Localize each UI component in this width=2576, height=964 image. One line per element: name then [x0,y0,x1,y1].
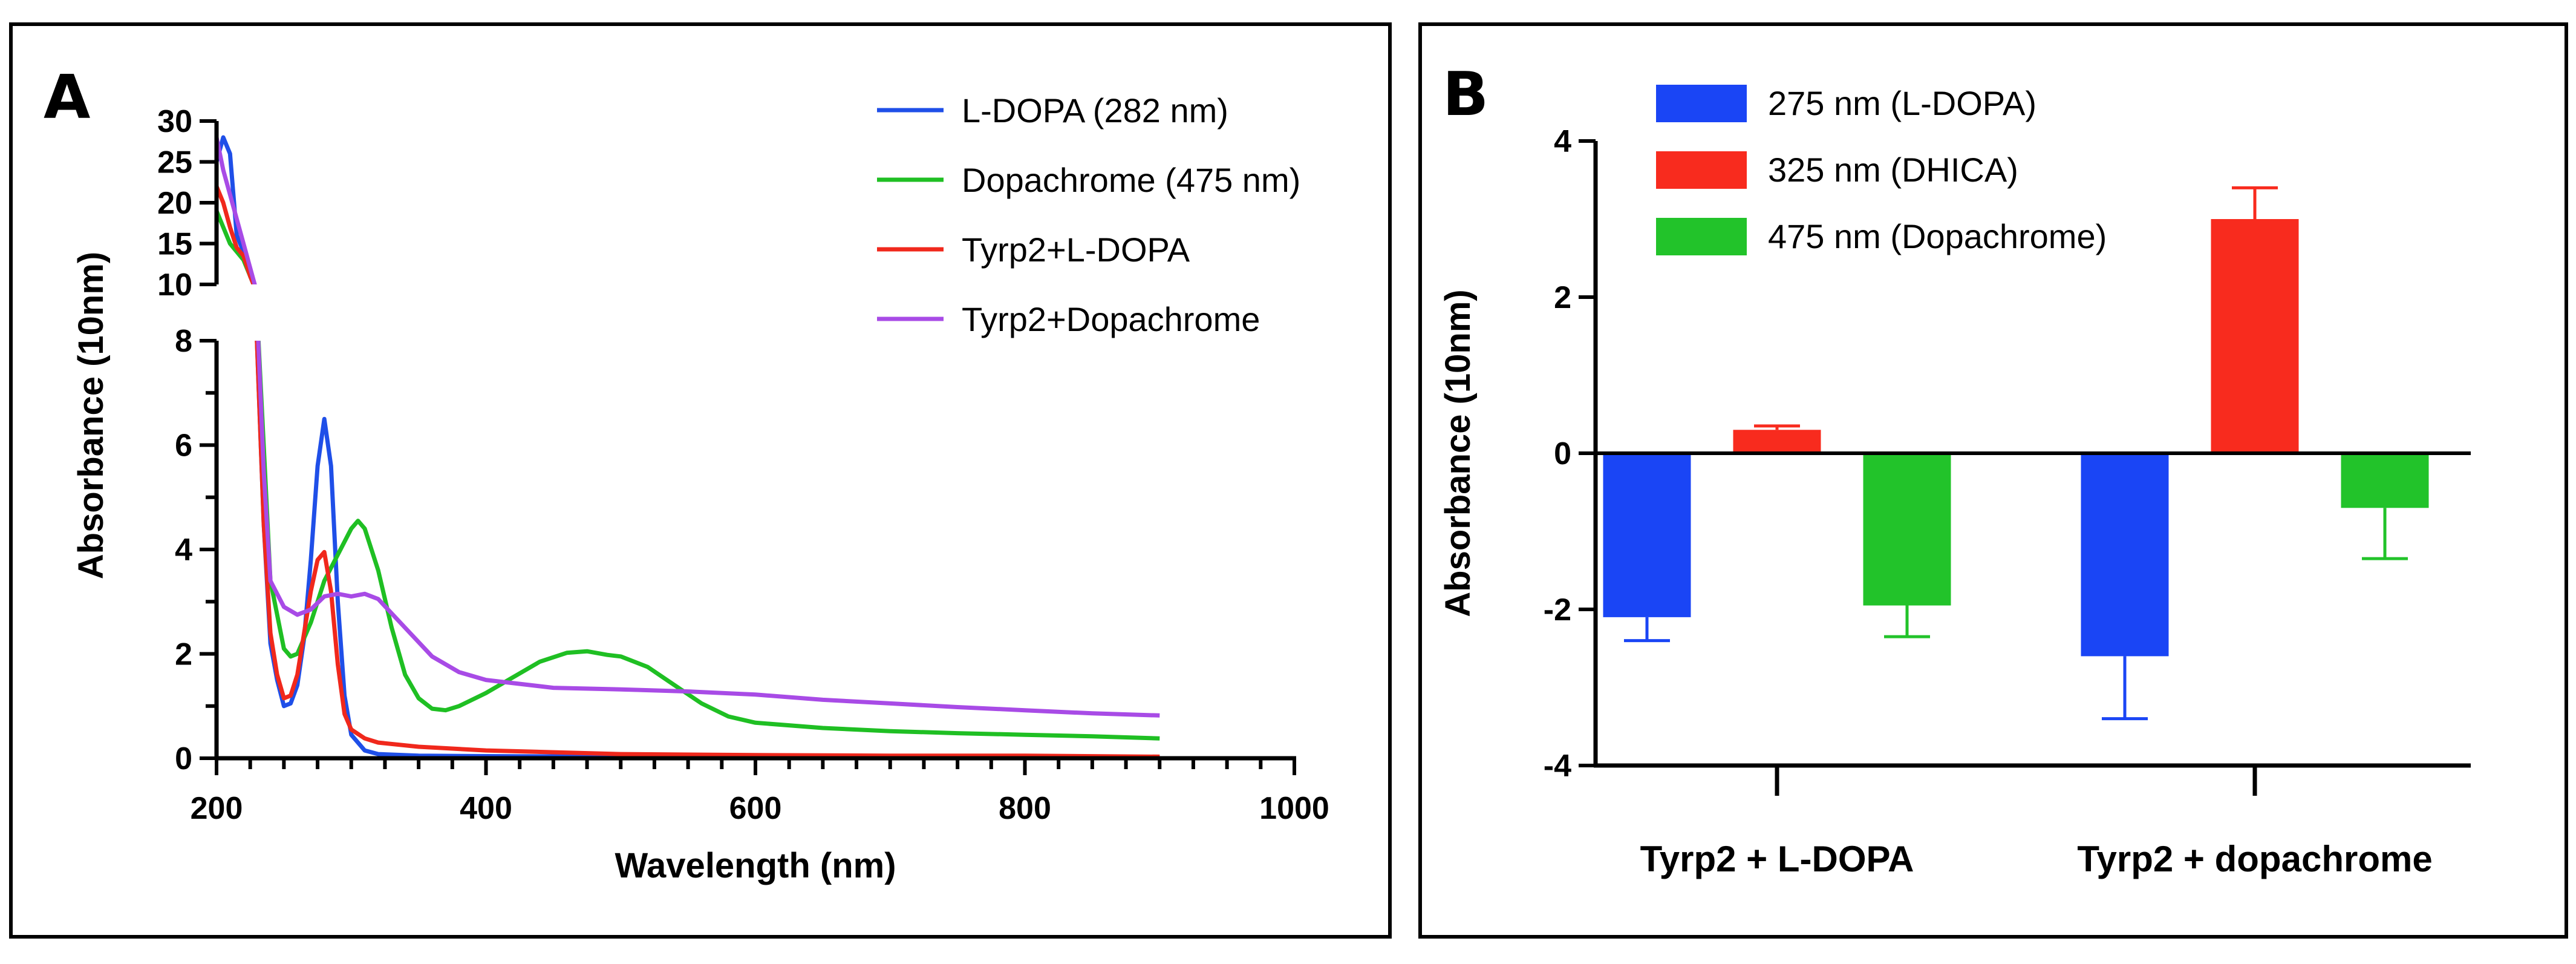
panel-b-frame [1418,22,2568,939]
legend-label-3: 475 nm (Dopachrome) [1768,217,2107,255]
bar-3-group-2 [2341,453,2429,508]
panel-b-axes: -4 -2 0 2 4 Tyrp2 + L-DOPA Tyrp2 + dopachrome [1544,124,2471,879]
y-tick-label-lower: 0 [175,741,192,776]
legend-label-3: Tyrp2+L-DOPA [962,231,1190,269]
panel-a-label: A [44,62,90,133]
y-tick-label: 4 [1554,124,1571,159]
y-tick-label-upper: 25 [157,145,192,180]
y-tick-label-upper: 15 [157,227,192,262]
y-tick-label-lower: 4 [175,533,192,568]
panel-a-frame [9,22,1392,939]
bar-3-group-1 [1863,453,1951,606]
y-tick-label-upper: 10 [157,267,192,303]
x-tick-label: 600 [729,791,782,826]
y-tick-label-lower: 8 [175,324,192,359]
legend-label-4: Tyrp2+Dopachrome [962,300,1260,338]
panel-a-legend: L-DOPA (282 nm) Dopachrome (475 nm) Tyrp2+… [877,91,1300,338]
y-tick-label: 0 [1554,436,1571,471]
panel-a-y-axis-title: Absorbance (10nm) [71,252,111,579]
x-tick-label: 800 [999,791,1051,826]
legend-swatch-3 [1656,218,1747,255]
legend-label-1: L-DOPA (282 nm) [962,91,1228,130]
spectrum-line-4-lower [256,341,1160,718]
x-tick-label: 200 [191,791,243,826]
bar-1-group-1 [1603,453,1691,617]
panel-b-y-axis-title: Absorbance (10nm) [1438,289,1478,617]
y-tick-label: 2 [1554,280,1571,315]
x-tick-label: 1000 [1259,791,1329,826]
panel-a-x-axis-title: Wavelength (nm) [615,846,896,885]
bar-1-group-2 [2081,453,2169,657]
legend-swatch-2 [1656,151,1747,189]
legend-label-1: 275 nm (L-DOPA) [1768,84,2036,122]
legend-label-2: 325 nm (DHICA) [1768,151,2018,189]
category-label: Tyrp2 + dopachrome [2077,839,2432,879]
y-tick-label-upper: 20 [157,186,192,221]
panel-a-axes: 200 400 600 800 1000 0 2 4 6 8 10 15 20 25 30 [157,104,1329,826]
bar-2-group-1 [1733,430,1821,453]
panel-b-label: B [1443,59,1489,130]
panel-b-bars [1603,186,2429,721]
spectrum-line-2-lower [256,341,1160,741]
spectrum-line-3-lower [255,341,1160,759]
panel-a-line-chart: 200 400 600 800 1000 0 2 4 6 8 10 15 20 25 30 L-DOPA (… [71,91,1329,885]
spectrum-line-3-upper [217,185,256,284]
bar-2-group-2 [2211,219,2299,453]
y-tick-label-lower: 6 [175,428,192,464]
y-tick-label-upper: 30 [157,104,192,139]
category-label: Tyrp2 + L-DOPA [1640,839,1914,879]
y-tick-label: -4 [1544,749,1571,784]
legend-swatch-1 [1656,85,1747,122]
x-tick-label: 400 [460,791,512,826]
panel-b-legend: 275 nm (L-DOPA) 325 nm (DHICA) 475 nm (Dop… [1656,84,2107,255]
y-tick-label: -2 [1544,592,1571,628]
y-tick-label-lower: 2 [175,637,192,672]
legend-label-2: Dopachrome (475 nm) [962,161,1300,199]
